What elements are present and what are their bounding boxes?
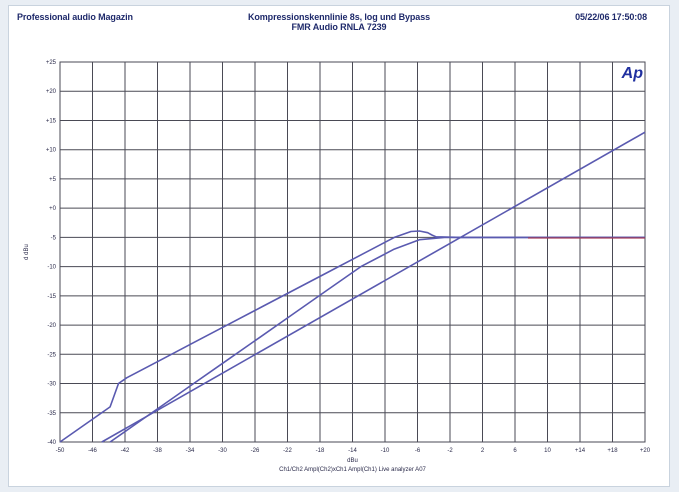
x-tick-label: -46 xyxy=(88,448,97,454)
x-tick-label: -18 xyxy=(316,448,325,454)
x-axis-label: dBu xyxy=(347,458,358,464)
y-tick-label: -10 xyxy=(47,265,56,271)
ap-logo: Ap xyxy=(621,65,644,82)
data-series xyxy=(59,131,646,443)
publisher-label: Professional audio Magazin xyxy=(17,12,133,22)
y-tick-label: -5 xyxy=(51,235,57,241)
x-tick-label: -50 xyxy=(56,448,65,454)
y-tick-label: -30 xyxy=(47,382,56,388)
y-tick-label: -35 xyxy=(47,411,56,417)
x-tick-label: -42 xyxy=(121,448,130,454)
y-tick-label: +20 xyxy=(46,89,57,95)
y-tick-label: +25 xyxy=(46,60,57,66)
x-tick-label: -22 xyxy=(283,448,292,454)
grid xyxy=(59,61,646,443)
x-tick-labels: -50 -46 -42 -38 -34 -30 -26 -22 -18 -14 -10 -6 -2 2 6 1… xyxy=(56,448,651,454)
x-tick-label: 2 xyxy=(481,448,485,454)
x-tick-label: -6 xyxy=(415,448,421,454)
y-tick-label: -20 xyxy=(47,323,56,329)
y-tick-label: -40 xyxy=(47,440,56,446)
x-tick-label: 10 xyxy=(544,448,551,454)
x-tick-label: +18 xyxy=(607,448,618,454)
timestamp-label: 05/22/06 17:50:08 xyxy=(575,12,647,22)
y-tick-label: +0 xyxy=(49,206,57,212)
y-tick-labels: +25 +20 +15 +10 +5 +0 -5 -10 -15 -20 -25 -30 -35 -40 xyxy=(46,60,57,446)
chart-panel: Professional audio Magazin Kompressionsk… xyxy=(8,5,670,487)
chart-title: Kompressionskennlinie 8s, log und Bypass… xyxy=(9,12,669,32)
y-tick-label: +10 xyxy=(46,148,57,154)
y-tick-label: +5 xyxy=(49,177,57,183)
x-tick-label: -30 xyxy=(218,448,227,454)
y-tick-label: -25 xyxy=(47,352,56,358)
x-tick-label: -38 xyxy=(153,448,162,454)
y-tick-label: -15 xyxy=(47,294,56,300)
x-tick-label: 6 xyxy=(513,448,517,454)
x-tick-label: -2 xyxy=(447,448,453,454)
measurement-footnote: Ch1/Ch2 Ampl(Ch2)xCh1 Ampl(Ch1) Live ana… xyxy=(279,467,426,473)
y-tick-label: +15 xyxy=(46,118,57,124)
y-axis-label: d dBu xyxy=(24,244,30,260)
series-line-3 xyxy=(101,131,646,443)
chart-title-line2: FMR Audio RNLA 7239 xyxy=(291,22,387,32)
x-tick-label: -34 xyxy=(186,448,195,454)
chart-title-line1: Kompressionskennlinie 8s, log und Bypass xyxy=(247,12,431,22)
x-tick-label: -10 xyxy=(381,448,390,454)
x-tick-label: -14 xyxy=(348,448,357,454)
x-tick-label: +20 xyxy=(640,448,651,454)
x-tick-label: -26 xyxy=(251,448,260,454)
x-tick-label: +14 xyxy=(575,448,586,454)
